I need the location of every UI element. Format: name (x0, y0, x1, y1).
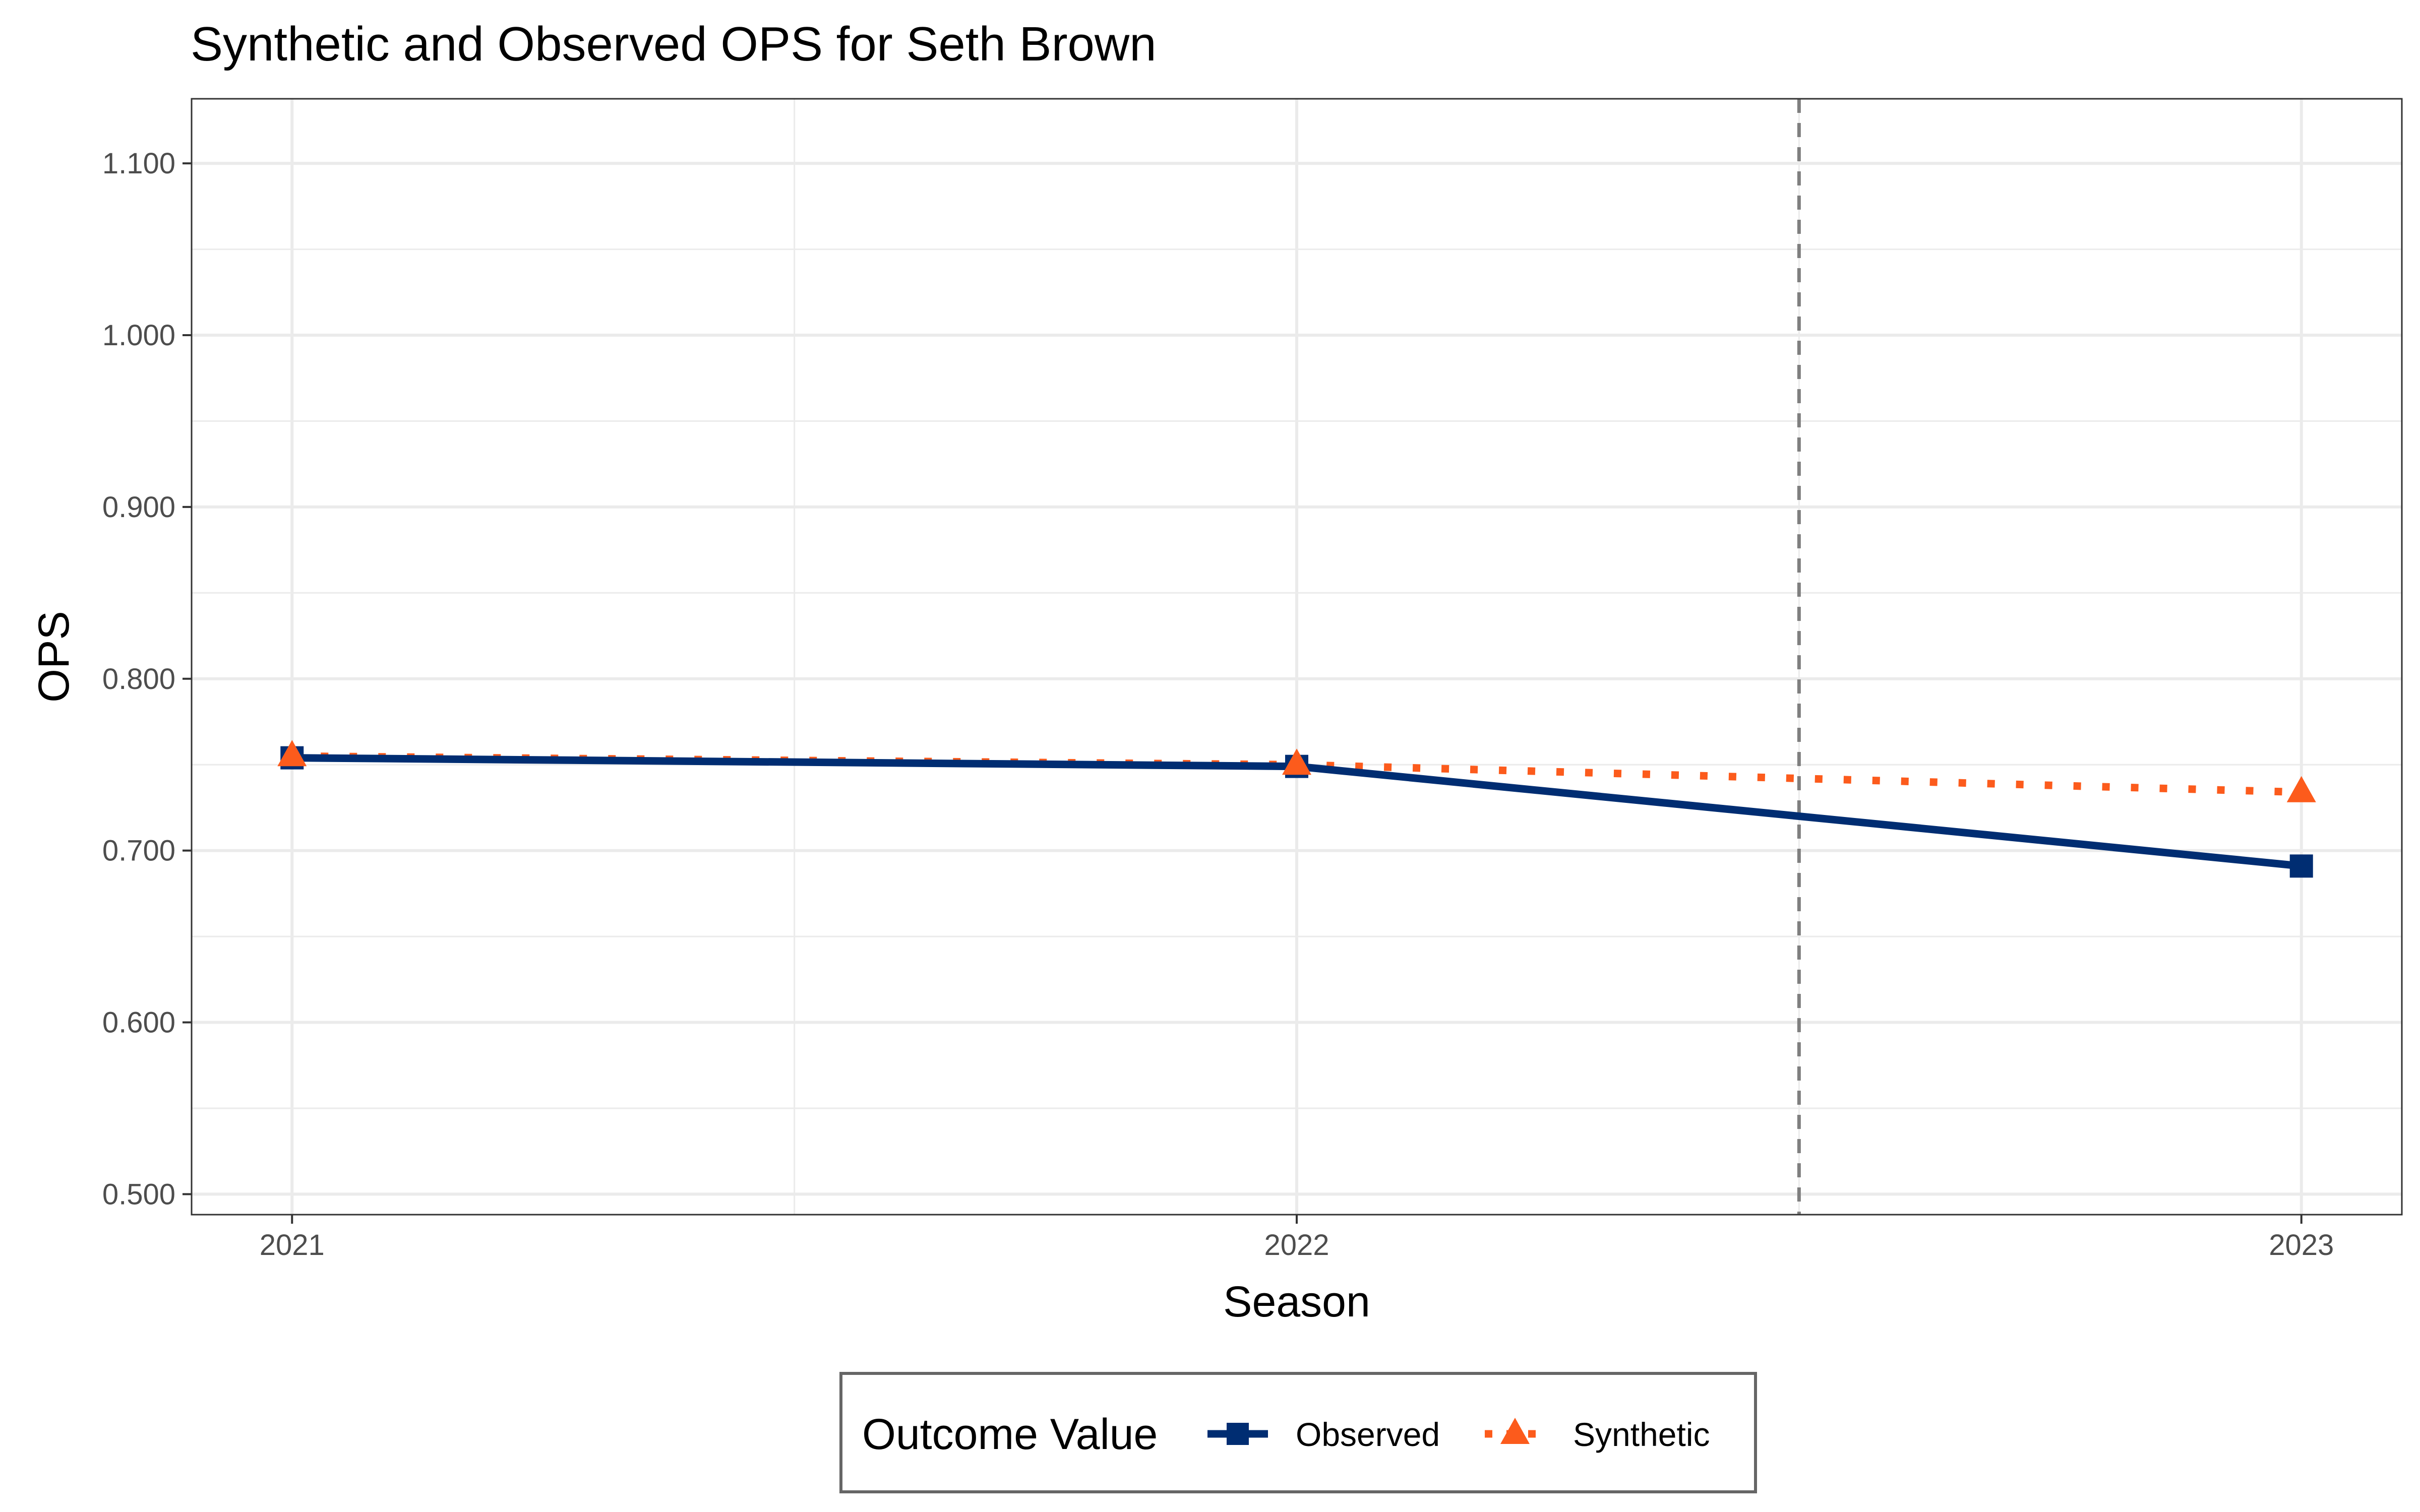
y-tick-label: 1.100 (102, 147, 175, 180)
legend-box (839, 1372, 1757, 1493)
y-tick-label: 1.000 (102, 319, 175, 352)
synthetic-legend-key (1485, 1418, 1545, 1444)
observed-point (2289, 854, 2313, 878)
x-axis: 2021 2022 2023 (260, 1215, 2334, 1262)
synthetic-legend-label: Synthetic (1573, 1416, 1710, 1453)
synthetic-point (1282, 748, 1311, 775)
synthetic-point (2286, 776, 2316, 802)
x-tick-label: 2023 (2269, 1229, 2334, 1262)
y-axis-title: OPS (30, 611, 78, 703)
y-tick-label: 0.700 (102, 835, 175, 867)
y-tick-label: 0.600 (102, 1006, 175, 1039)
chart-title: Synthetic and Observed OPS for Seth Brow… (191, 17, 1157, 71)
x-tick-label: 2021 (260, 1229, 325, 1262)
legend-title: Outcome Value (862, 1410, 1158, 1459)
y-axis: 0.500 0.600 0.700 0.800 0.900 1.000 1.100 (102, 147, 192, 1211)
major-gridlines (192, 99, 2402, 1215)
legend-items: Observed Synthetic (1207, 1416, 1710, 1453)
observed-legend-key (1207, 1423, 1268, 1445)
y-tick-label: 0.900 (102, 491, 175, 524)
synthetic-point (277, 740, 307, 767)
y-tick-label: 0.800 (102, 663, 175, 696)
legend: Outcome Value Observed Synthetic (839, 1372, 1757, 1493)
observed-legend-label: Observed (1296, 1416, 1440, 1453)
y-tick-label: 0.500 (102, 1178, 175, 1211)
x-axis-title: Season (1223, 1278, 1370, 1326)
x-tick-label: 2022 (1264, 1229, 1329, 1262)
series-points (277, 740, 2316, 878)
